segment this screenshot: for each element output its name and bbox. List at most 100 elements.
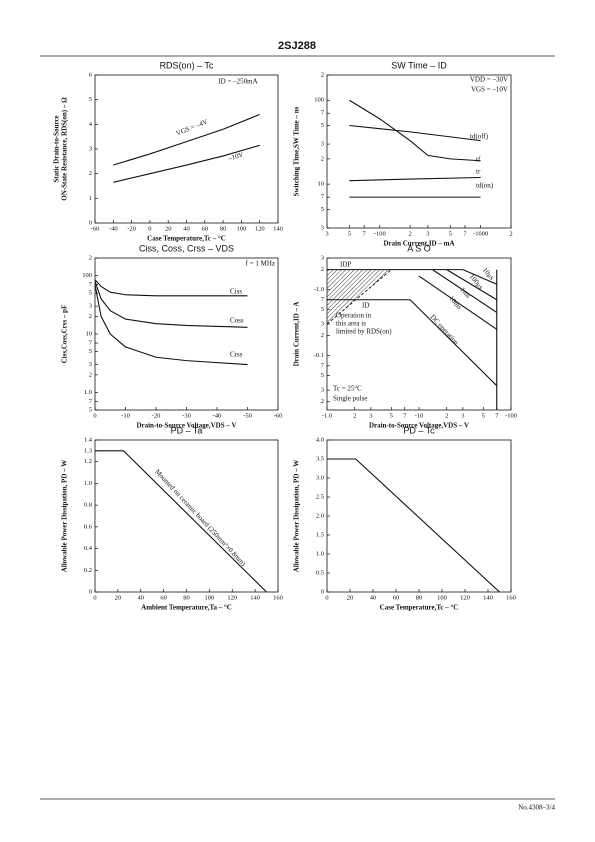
y-tick-label: 0.2 bbox=[84, 567, 92, 574]
y-tick-label: 2 bbox=[89, 313, 92, 320]
y-tick-label: 2 bbox=[321, 71, 324, 78]
y-tick-label: 0.6 bbox=[84, 523, 93, 530]
curve bbox=[349, 99, 481, 162]
x-tick-label: 120 bbox=[255, 225, 265, 232]
y-tick-label: 10 bbox=[86, 330, 93, 337]
x-axis-label: Drain Current,ID – mA bbox=[383, 240, 454, 248]
y-axis-label: Drain Current,ID – A bbox=[293, 302, 301, 367]
y-tick-label: -0.1 bbox=[314, 352, 324, 359]
y-tick-label: -1.0 bbox=[314, 286, 324, 293]
y-tick-label: 3 bbox=[321, 321, 324, 328]
x-tick-label: -100 bbox=[374, 230, 386, 237]
y-tick-label: 3.0 bbox=[316, 474, 324, 481]
y-tick-label: 3 bbox=[89, 303, 92, 310]
y-tick-label: 2.0 bbox=[316, 512, 324, 519]
x-tick-label: 120 bbox=[460, 594, 470, 601]
y-tick-label: 0.4 bbox=[84, 545, 93, 552]
y-tick-label: 3 bbox=[89, 361, 92, 368]
y-tick-label: 0 bbox=[321, 588, 324, 595]
curve bbox=[113, 144, 260, 183]
curve bbox=[446, 269, 498, 301]
limit-line bbox=[326, 269, 392, 325]
footer-text: No.4308–3/4 bbox=[518, 804, 555, 812]
curve-label: Crss bbox=[230, 351, 243, 359]
x-tick-label: 5 bbox=[348, 230, 351, 237]
y-tick-label: 1.2 bbox=[84, 458, 92, 465]
y-tick-label: 0.8 bbox=[84, 502, 92, 509]
y-tick-label: 5 bbox=[321, 372, 324, 379]
y-tick-label: 10 bbox=[318, 181, 325, 188]
y-tick-label: 0 bbox=[89, 219, 92, 226]
x-tick-label: 120 bbox=[227, 594, 237, 601]
x-tick-label: 80 bbox=[183, 594, 190, 601]
chart-title: PD – Ta bbox=[171, 425, 203, 435]
y-tick-label: 2 bbox=[321, 332, 324, 339]
curve bbox=[95, 450, 267, 593]
x-tick-label: 80 bbox=[416, 594, 423, 601]
x-tick-label: 5 bbox=[449, 230, 452, 237]
x-tick-label: 100 bbox=[437, 594, 447, 601]
x-tick-label: 0 bbox=[325, 594, 328, 601]
x-tick-label: -60 bbox=[91, 225, 100, 232]
x-tick-label: 160 bbox=[506, 594, 516, 601]
curve bbox=[94, 279, 248, 297]
chart-title: PD – Tc bbox=[403, 425, 435, 435]
y-tick-label: 2 bbox=[321, 266, 324, 273]
y-axis-label: Ciss,Coss,Crss – pF bbox=[61, 305, 69, 364]
annotation: Tc = 25°C bbox=[333, 385, 362, 393]
x-tick-label: 60 bbox=[393, 594, 400, 601]
y-tick-label: 2.5 bbox=[316, 493, 324, 500]
x-tick-label: 2 bbox=[445, 412, 448, 419]
curve bbox=[432, 269, 498, 313]
x-tick-label: -1000 bbox=[473, 230, 488, 237]
curve bbox=[94, 281, 248, 328]
y-tick-label: 2 bbox=[321, 398, 324, 405]
y-tick-label: 2 bbox=[89, 371, 92, 378]
curve-label: tr bbox=[476, 168, 481, 176]
y-tick-label: 7 bbox=[321, 194, 325, 201]
x-tick-label: 160 bbox=[273, 594, 283, 601]
y-tick-label: 3.5 bbox=[316, 455, 324, 462]
annotation: ID = –250mA bbox=[218, 78, 257, 86]
curve bbox=[94, 284, 248, 366]
curve-label: Coss bbox=[230, 317, 244, 325]
y-axis-label: Switching Time,SW Time – ns bbox=[293, 106, 301, 196]
x-tick-label: 2 bbox=[509, 230, 512, 237]
curve bbox=[409, 299, 498, 387]
curve-label: Ciss bbox=[230, 288, 242, 296]
page-title: 2SJ288 bbox=[278, 40, 316, 52]
x-tick-label: 3 bbox=[426, 230, 429, 237]
y-tick-label: 2 bbox=[89, 170, 92, 177]
y-tick-label: 7 bbox=[321, 362, 325, 369]
x-tick-label: 7 bbox=[362, 230, 366, 237]
y-tick-label: 5 bbox=[321, 206, 324, 213]
y-tick-label: 2 bbox=[321, 155, 324, 162]
y-tick-label: 3 bbox=[321, 254, 324, 261]
x-tick-label: -1.0 bbox=[322, 412, 332, 419]
y-tick-label: 3 bbox=[321, 141, 324, 148]
curve-label: IDP bbox=[340, 261, 351, 269]
y-tick-label: 1.0 bbox=[316, 550, 324, 557]
chart-title: RDS(on) – Tc bbox=[160, 60, 214, 70]
x-tick-label: 60 bbox=[202, 225, 209, 232]
x-axis-label: Case Temperature,Tc – °C bbox=[147, 235, 226, 243]
y-tick-label: 1.0 bbox=[84, 389, 92, 396]
x-axis-label: Case Temperature,Tc – °C bbox=[380, 604, 459, 612]
x-tick-label: 140 bbox=[273, 225, 283, 232]
y-tick-label: 7 bbox=[321, 110, 325, 117]
x-tick-label: -30 bbox=[182, 412, 191, 419]
x-axis-label: Drain-to-Source Voltage,VDS – V bbox=[369, 422, 469, 430]
curve bbox=[349, 176, 481, 182]
annotation: Operation in bbox=[336, 312, 372, 320]
y-axis-label: Allowable Power Dissipation, PD – W bbox=[293, 460, 301, 573]
y-tick-label: 1 bbox=[89, 195, 92, 202]
chart-title: Ciss, Coss, Crss – VDS bbox=[139, 243, 234, 253]
x-tick-label: -20 bbox=[127, 225, 136, 232]
x-tick-label: 40 bbox=[183, 225, 190, 232]
annotation: VGS = –10V bbox=[471, 86, 508, 94]
curve bbox=[327, 458, 500, 593]
x-tick-label: -10 bbox=[121, 412, 130, 419]
y-tick-label: 1.0 bbox=[84, 480, 92, 487]
